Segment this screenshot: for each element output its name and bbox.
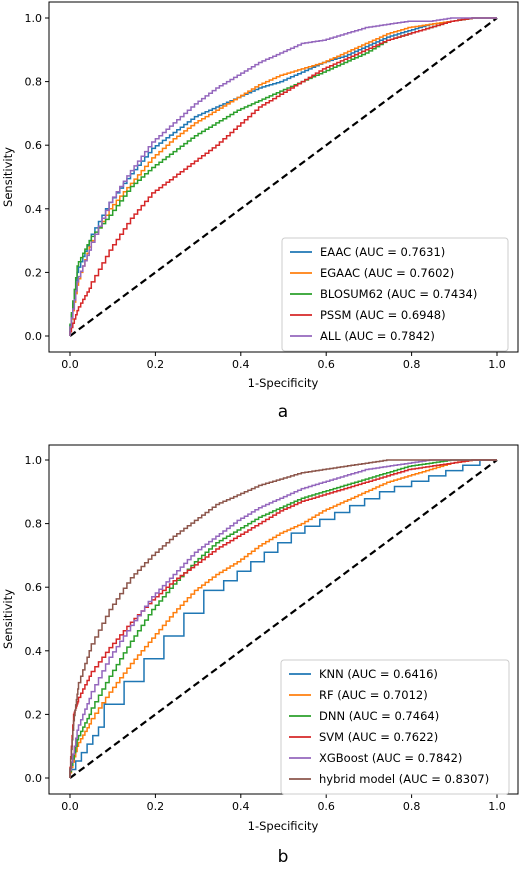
- y-tick-label: 0.8: [25, 76, 43, 89]
- legend-entry-label: RF (AUC = 0.7012): [319, 688, 428, 702]
- legend-entry-label: SVM (AUC = 0.7622): [319, 730, 438, 744]
- y-tick-label: 0.4: [25, 203, 43, 216]
- x-tick-label: 0.4: [232, 358, 250, 371]
- legend-entry-label: KNN (AUC = 0.6416): [319, 667, 438, 681]
- panel-b-ticks: 0.0 0.2 0.4 0.6 0.8 1.0 0.0 0.2 0.4 0.6 0.8 1.0: [25, 454, 506, 813]
- legend-box: [281, 237, 509, 352]
- legend-entry-label: hybrid model (AUC = 0.8307): [319, 772, 489, 786]
- diagonal-reference-line: [69, 459, 498, 779]
- panel-a-legend: EAAC (AUC = 0.7631) EGAAC (AUC = 0.7602) B…: [281, 237, 509, 352]
- x-tick-label: 1.0: [488, 800, 506, 813]
- x-tick-label: 0.2: [147, 800, 165, 813]
- panel-b-legend: KNN (AUC = 0.6416) RF (AUC = 0.7012) DNN (…: [280, 659, 510, 795]
- panel-a-curves: [69, 17, 498, 337]
- panel-a-letter: a: [278, 402, 288, 422]
- y-tick-label: 0.2: [25, 708, 43, 721]
- roc-curve-dnn: [69, 459, 497, 778]
- roc-curve-pssm: [69, 17, 497, 336]
- x-tick-label: 0.0: [61, 800, 79, 813]
- panel-b-letter: b: [278, 847, 289, 867]
- legend-box: [280, 659, 510, 795]
- panel-a-ylabel: Sensitivity: [1, 147, 15, 207]
- y-tick-label: 1.0: [25, 12, 43, 25]
- y-tick-label: 0.0: [25, 330, 43, 343]
- legend-entry-label: DNN (AUC = 0.7464): [319, 709, 439, 723]
- x-tick-label: 0.8: [403, 358, 421, 371]
- y-tick-label: 1.0: [25, 454, 43, 467]
- panel-b-curves: [69, 459, 498, 779]
- roc-curve-hybrid: [69, 459, 497, 778]
- legend-entry-label: EGAAC (AUC = 0.7602): [320, 266, 454, 280]
- x-tick-label: 0.0: [61, 358, 79, 371]
- panel-a-ticks: 0.0 0.2 0.4 0.6 0.8 1.0 0.0 0.2 0.4 0.6 0.8 1.0: [25, 12, 506, 371]
- roc-curve-all: [69, 17, 497, 336]
- diagonal-reference-line: [69, 17, 498, 337]
- panel-b-ylabel: Sensitivity: [1, 589, 15, 649]
- x-tick-label: 0.4: [232, 800, 250, 813]
- y-tick-label: 0.0: [25, 772, 43, 785]
- panel-b: 0.0 0.2 0.4 0.6 0.8 1.0 0.0 0.2 0.4 0.6 0.8 1.0 1-S…: [1, 444, 519, 867]
- roc-curve-rf: [69, 459, 497, 778]
- y-tick-label: 0.6: [25, 139, 43, 152]
- x-tick-label: 1.0: [488, 358, 506, 371]
- roc-curve-svm: [69, 459, 497, 778]
- x-tick-label: 0.6: [317, 358, 335, 371]
- x-tick-label: 0.8: [403, 800, 421, 813]
- x-tick-label: 0.2: [147, 358, 165, 371]
- legend-entry-label: EAAC (AUC = 0.7631): [320, 245, 445, 259]
- panel-b-xlabel: 1-Specificity: [248, 819, 319, 833]
- legend-entry-label: XGBoost (AUC = 0.7842): [319, 751, 462, 765]
- roc-curve-knn: [69, 459, 497, 778]
- roc-curve-xgboost: [69, 459, 497, 778]
- y-tick-label: 0.2: [25, 266, 43, 279]
- legend-entry-label: PSSM (AUC = 0.6948): [320, 308, 446, 322]
- legend-entry-label: ALL (AUC = 0.7842): [320, 329, 435, 343]
- y-tick-label: 0.8: [25, 518, 43, 531]
- panel-a-xlabel: 1-Specificity: [248, 376, 319, 390]
- panel-a: 0.0 0.2 0.4 0.6 0.8 1.0 0.0 0.2 0.4 0.6 0.8 1.0 1-S…: [1, 1, 519, 422]
- legend-entry-label: BLOSUM62 (AUC = 0.7434): [320, 287, 477, 301]
- y-tick-label: 0.4: [25, 645, 43, 658]
- roc-curve-egaac: [69, 17, 497, 336]
- y-tick-label: 0.6: [25, 581, 43, 594]
- x-tick-label: 0.6: [317, 800, 335, 813]
